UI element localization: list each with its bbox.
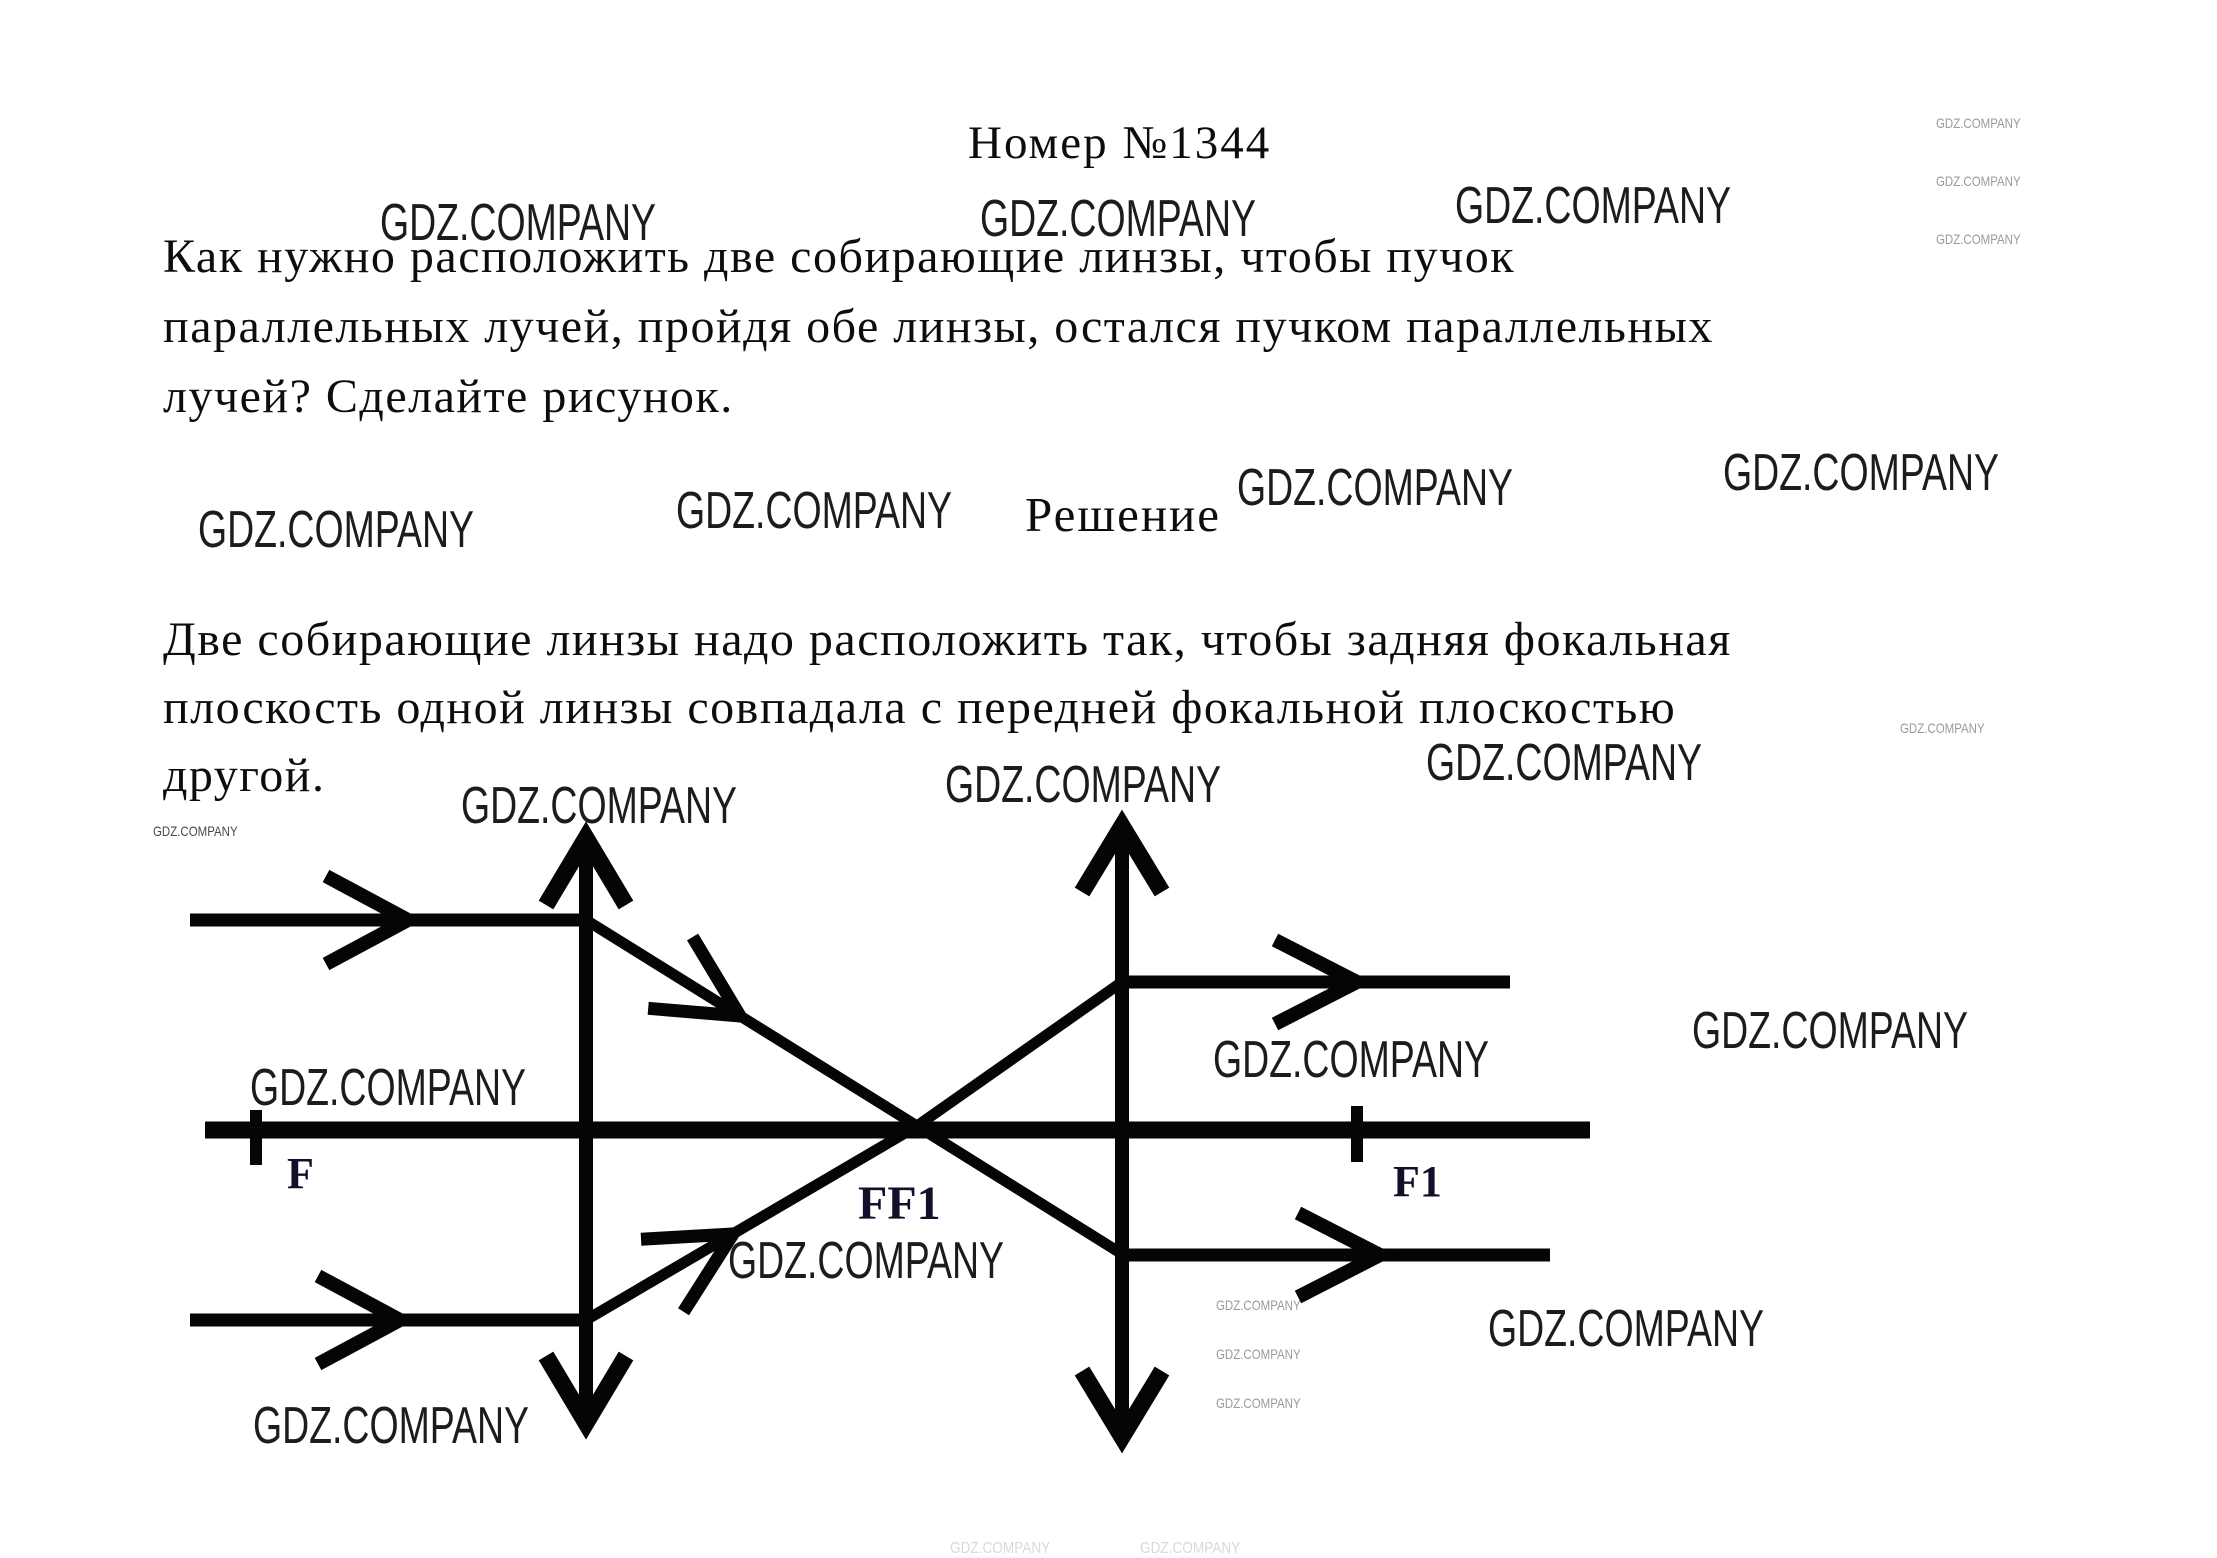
lens2-arrow-down <box>1074 1366 1170 1454</box>
problem-line-3: лучей? Сделайте рисунок. <box>163 370 734 423</box>
lens2-arrow-up <box>1074 809 1170 897</box>
ray-in-top-arrow <box>322 869 423 971</box>
solution-text: Две собирающие линзы надо расположить та… <box>163 606 1732 810</box>
page-title: Номер №1344 <box>968 117 1272 169</box>
label-focus-ff1: FF1 <box>858 1177 941 1230</box>
problem-text: Как нужно расположить две собирающие лин… <box>163 222 1714 432</box>
ray-cross-down <box>583 915 1125 1259</box>
ray-cross-up-arrow <box>640 1226 746 1316</box>
solution-line-1: Две собирающие линзы надо расположить та… <box>163 613 1732 666</box>
ray-cross-up <box>583 977 1126 1325</box>
solution-heading: Решение <box>1025 487 1222 542</box>
ray-out-top-arrow <box>1271 933 1373 1031</box>
label-focus-f: F <box>287 1149 314 1198</box>
ray-cross-down-arrow <box>647 933 753 1024</box>
label-focus-f1: F1 <box>1393 1157 1442 1206</box>
lens1-arrow-down <box>538 1351 634 1440</box>
problem-line-2: параллельных лучей, пройдя обе линзы, ос… <box>163 300 1714 353</box>
problem-line-1: Как нужно расположить две собирающие лин… <box>163 230 1516 283</box>
solution-line-3: другой. <box>163 749 326 802</box>
ray-in-bottom-arrow <box>314 1269 415 1371</box>
lens1-arrow-up <box>538 821 634 910</box>
solution-line-2: плоскость одной линзы совпадала с передн… <box>163 681 1677 734</box>
ray-out-bottom-arrow <box>1294 1206 1396 1304</box>
